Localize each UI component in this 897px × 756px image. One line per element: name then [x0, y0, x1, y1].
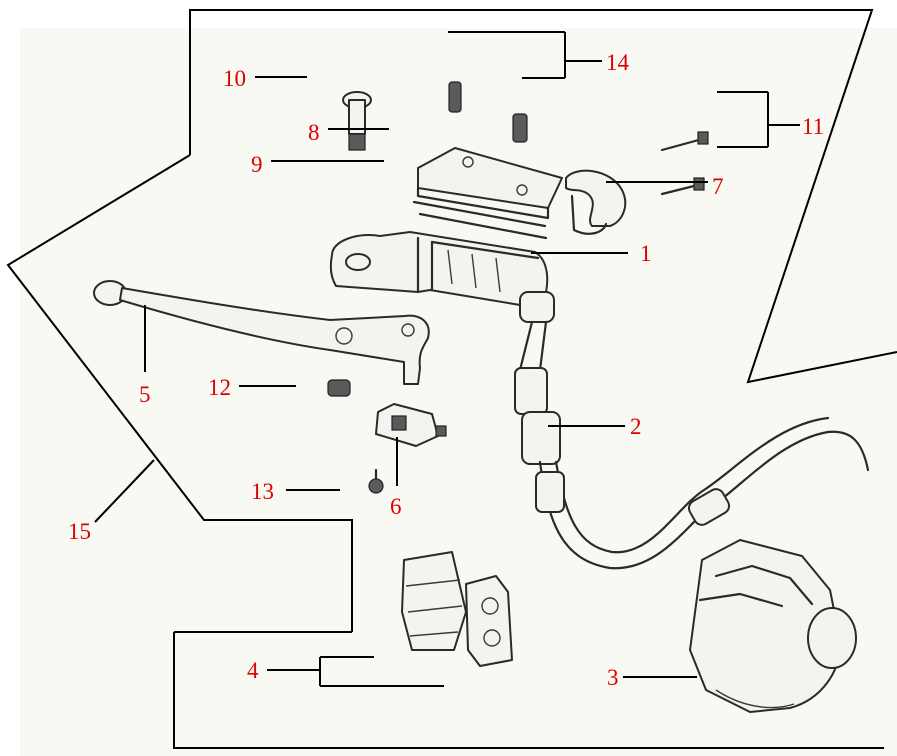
callout-3: 3	[607, 665, 619, 690]
callout-1: 1	[640, 241, 652, 266]
callout-12: 12	[208, 375, 231, 400]
pivot-bolt-drawing	[342, 91, 372, 151]
holder-clamp-drawing	[565, 169, 627, 235]
holder-screws-drawing	[660, 131, 709, 196]
group-outline-bottom	[173, 632, 884, 749]
leader-line-4	[267, 656, 444, 687]
group-outline-top	[189, 9, 897, 384]
brake-hose-drawing	[514, 320, 870, 570]
callout-8: 8	[308, 120, 320, 145]
callout-7: 7	[712, 174, 724, 199]
leader-line-11	[717, 91, 800, 148]
callout-6: 6	[390, 494, 402, 519]
leader-line-14	[448, 31, 602, 79]
callout-4: 4	[247, 658, 259, 683]
brake-caliper-drawing	[689, 539, 857, 713]
callout-2: 2	[630, 414, 642, 439]
callout-11: 11	[802, 114, 824, 139]
leader-line-15	[94, 459, 155, 523]
cap-screws-drawing	[448, 81, 528, 143]
reservoir-cap-drawing	[412, 147, 563, 240]
callout-14: 14	[606, 50, 630, 75]
master-cylinder-drawing	[329, 231, 555, 323]
lever-nut-drawing	[327, 379, 351, 397]
callout-13: 13	[251, 479, 274, 504]
group-outline-left	[6, 154, 353, 632]
callout-10: 10	[223, 66, 246, 91]
brake-pads-drawing	[401, 551, 513, 667]
callout-9: 9	[251, 152, 263, 177]
brake-switch-drawing	[375, 403, 447, 447]
callout-15: 15	[68, 519, 91, 544]
switch-screw-drawing	[368, 468, 384, 494]
brake-lever-drawing	[93, 280, 430, 385]
callout-5: 5	[139, 382, 151, 407]
